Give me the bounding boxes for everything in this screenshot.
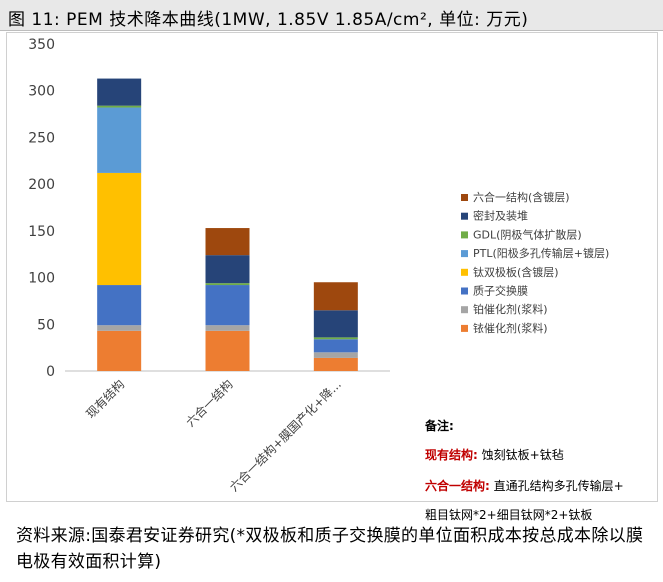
bar-segment	[205, 285, 250, 326]
note-current-text: 蚀刻钛板+钛毡	[481, 448, 564, 462]
legend: 六合一结构(含镀层) 密封及装堆 GDL(阴极气体扩散层) PTL(阳极多孔传输层+镀…	[461, 190, 609, 335]
chart-frame	[6, 32, 658, 502]
legend-swatch	[461, 287, 468, 295]
bar-segment	[313, 357, 358, 371]
legend-swatch	[461, 194, 468, 201]
legend-swatch	[461, 324, 468, 332]
legend-label: 铂催化剂(浆料)	[473, 302, 548, 316]
source-note: 资料来源:国泰君安证券研究(*双极板和质子交换膜的单位面积成本按总成本除以膜电极…	[16, 526, 644, 572]
bar-segment	[205, 283, 250, 286]
legend-label: PTL(阳极多孔传输层+镀层)	[473, 246, 609, 260]
bar-segment	[205, 330, 250, 371]
legend-swatch	[461, 250, 468, 258]
note-six-in-one-text: 直通孔结构多孔传输层+	[493, 479, 624, 493]
bar-segment	[313, 282, 358, 311]
bar-segment	[97, 330, 142, 371]
y-tick-label: 300	[28, 84, 55, 100]
bar-segment	[97, 325, 142, 331]
bar-segment	[313, 337, 358, 340]
legend-label: 铱催化剂(浆料)	[473, 321, 548, 335]
x-tick-label: 六合一结构	[183, 377, 236, 430]
bar-segment	[97, 78, 142, 106]
note-current-structure: 现有结构: 蚀刻钛板+钛毡	[425, 446, 564, 463]
bar-segment	[97, 107, 142, 173]
y-tick-label: 0	[46, 364, 55, 380]
note-current-label: 现有结构:	[425, 448, 478, 462]
bar-segment	[97, 172, 142, 286]
x-tick-label: 现有结构	[83, 377, 128, 422]
legend-label: 质子交换膜	[473, 284, 528, 298]
figure-title: 图 11: PEM 技术降本曲线(1MW, 1.85V 1.85A/cm², 单…	[8, 10, 529, 30]
bar-segment	[205, 228, 250, 256]
legend-label: 六合一结构(含镀层)	[473, 190, 570, 204]
notes-title: 备注:	[425, 419, 454, 433]
bar-segment	[313, 339, 358, 353]
note-six-in-one-continued: 粗目钛网*2+细目钛网*2+钛板	[425, 508, 593, 522]
stacked-bar-chart: 0 50 100 150 200 250 300 350 现有结构 六合一结构六合一结构+膜国产…	[28, 37, 609, 495]
legend-swatch	[461, 231, 468, 239]
x-axis: 现有结构 六合一结构六合一结构+膜国产化+降...	[83, 377, 344, 495]
bar-segment	[313, 310, 358, 338]
y-tick-label: 350	[28, 37, 55, 53]
bar-segment	[97, 285, 142, 326]
legend-label: 钛双极板(含镀层)	[473, 265, 559, 279]
legend-swatch	[461, 306, 468, 314]
y-tick-label: 250	[28, 130, 55, 146]
y-tick-label: 150	[28, 224, 55, 240]
note-six-in-one: 六合一结构: 直通孔结构多孔传输层+	[425, 477, 624, 494]
y-tick-label: 200	[28, 177, 55, 193]
legend-label: 密封及装堆	[473, 209, 528, 223]
title-bar: 图 11: PEM 技术降本曲线(1MW, 1.85V 1.85A/cm², 单…	[0, 0, 663, 31]
bar-segment	[313, 352, 358, 358]
y-tick-label: 100	[28, 271, 55, 287]
note-six-in-one-label: 六合一结构:	[425, 479, 490, 493]
legend-swatch	[461, 212, 468, 220]
bar-groups	[97, 78, 358, 371]
bar-segment	[205, 325, 250, 331]
bar-segment	[205, 255, 250, 284]
x-tick-label: 六合一结构+膜国产化+降...	[226, 377, 344, 495]
bar-segment	[97, 105, 142, 108]
legend-label: GDL(阴极气体扩散层)	[473, 227, 582, 241]
y-axis: 0 50 100 150 200 250 300 350	[28, 37, 390, 380]
y-tick-label: 50	[37, 317, 55, 333]
legend-swatch	[461, 268, 468, 276]
